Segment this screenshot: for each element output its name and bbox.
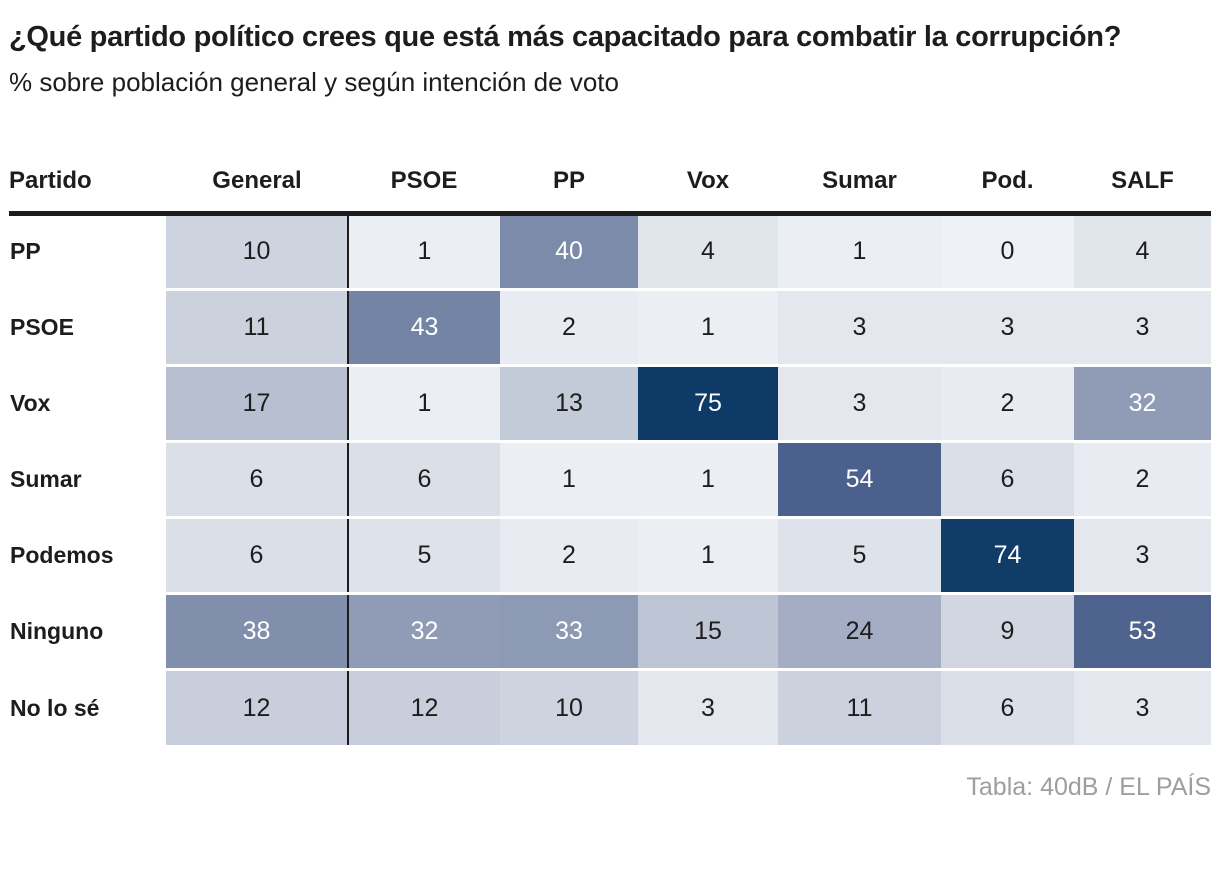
heatmap-cell: 0 — [941, 213, 1074, 290]
table-row: PP 10 1 40 4 1 0 4 — [9, 213, 1211, 290]
heatmap-cell: 2 — [1074, 439, 1211, 518]
heatmap-cell: 40 — [500, 213, 638, 290]
row-label: PP — [9, 213, 166, 290]
heatmap-cell: 5 — [347, 515, 500, 594]
table-row: Podemos 6 5 2 1 5 74 3 — [9, 515, 1211, 594]
page: ¿Qué partido político crees que está más… — [9, 21, 1211, 802]
heatmap-cell: 33 — [500, 591, 638, 670]
page-subtitle: % sobre población general y según intenc… — [9, 66, 619, 97]
table-row: Ninguno 38 32 33 15 24 9 53 — [9, 591, 1211, 670]
table-row: Sumar 6 6 1 1 54 6 2 — [9, 439, 1211, 518]
column-header-salf: SALF — [1074, 143, 1211, 216]
heatmap-cell: 10 — [166, 213, 348, 290]
heatmap-cell: 53 — [1074, 591, 1211, 670]
heatmap-cell: 6 — [166, 439, 348, 518]
heatmap-cell: 2 — [941, 363, 1074, 442]
heatmap-cell: 3 — [1074, 287, 1211, 366]
row-label: Vox — [9, 363, 166, 442]
heatmap-cell: 3 — [1074, 515, 1211, 594]
column-header-vox: Vox — [638, 143, 778, 216]
column-header-pod: Pod. — [941, 143, 1074, 216]
heatmap-cell: 15 — [638, 591, 778, 670]
heatmap-cell: 1 — [500, 439, 638, 518]
heatmap-cell: 11 — [166, 287, 348, 366]
heatmap-cell: 74 — [941, 515, 1074, 594]
heatmap-cell: 32 — [347, 591, 500, 670]
heatmap-cell: 6 — [166, 515, 348, 594]
source-credit: Tabla: 40dB / EL PAÍS — [966, 773, 1211, 802]
column-header-psoe: PSOE — [348, 143, 500, 216]
heatmap-cell: 3 — [1074, 667, 1211, 746]
column-header-partido: Partido — [9, 143, 166, 216]
heatmap-cell: 12 — [166, 667, 348, 746]
heatmap-cell: 38 — [166, 591, 348, 670]
heatmap-cell: 3 — [778, 287, 941, 366]
heatmap-cell: 1 — [778, 213, 941, 290]
heatmap-cell: 6 — [941, 439, 1074, 518]
column-header-pp: PP — [500, 143, 638, 216]
table-row: No lo sé 12 12 10 3 11 6 3 — [9, 667, 1211, 746]
heatmap-cell: 13 — [500, 363, 638, 442]
heatmap-cell: 1 — [638, 439, 778, 518]
row-label: Podemos — [9, 515, 166, 594]
heatmap-cell: 54 — [778, 439, 941, 518]
heatmap-cell: 75 — [638, 363, 778, 442]
heatmap-cell: 6 — [941, 667, 1074, 746]
heatmap-table: Partido General PSOE PP Vox Sumar Pod. S… — [9, 143, 1211, 746]
heatmap-cell: 1 — [347, 363, 500, 442]
heatmap-cell: 3 — [941, 287, 1074, 366]
column-header-general: General — [166, 143, 348, 216]
row-label: Sumar — [9, 439, 166, 518]
table-row: Vox 17 1 13 75 3 2 32 — [9, 363, 1211, 442]
table-body: PP 10 1 40 4 1 0 4 PSOE 11 43 2 1 3 3 3 Vox 17 1 13 75 3 2 32 Su… — [9, 213, 1211, 746]
table-row: PSOE 11 43 2 1 3 3 3 — [9, 287, 1211, 366]
heatmap-cell: 1 — [347, 213, 500, 290]
heatmap-cell: 24 — [778, 591, 941, 670]
heatmap-cell: 2 — [500, 287, 638, 366]
heatmap-cell: 3 — [638, 667, 778, 746]
heatmap-cell: 1 — [638, 287, 778, 366]
table-header: Partido General PSOE PP Vox Sumar Pod. S… — [9, 143, 1211, 216]
heatmap-cell: 17 — [166, 363, 348, 442]
heatmap-cell: 4 — [638, 213, 778, 290]
heatmap-cell: 5 — [778, 515, 941, 594]
column-header-sumar: Sumar — [778, 143, 941, 216]
heatmap-cell: 4 — [1074, 213, 1211, 290]
page-title: ¿Qué partido político crees que está más… — [9, 21, 1122, 53]
heatmap-cell: 11 — [778, 667, 941, 746]
row-label: No lo sé — [9, 667, 166, 746]
heatmap-cell: 43 — [347, 287, 500, 366]
heatmap-cell: 12 — [347, 667, 500, 746]
header-row: Partido General PSOE PP Vox Sumar Pod. S… — [9, 143, 1211, 216]
heatmap-cell: 32 — [1074, 363, 1211, 442]
heatmap-cell: 6 — [347, 439, 500, 518]
heatmap-cell: 3 — [778, 363, 941, 442]
row-label: PSOE — [9, 287, 166, 366]
heatmap-cell: 10 — [500, 667, 638, 746]
heatmap-cell: 2 — [500, 515, 638, 594]
heatmap-cell: 1 — [638, 515, 778, 594]
heatmap-cell: 9 — [941, 591, 1074, 670]
row-label: Ninguno — [9, 591, 166, 670]
